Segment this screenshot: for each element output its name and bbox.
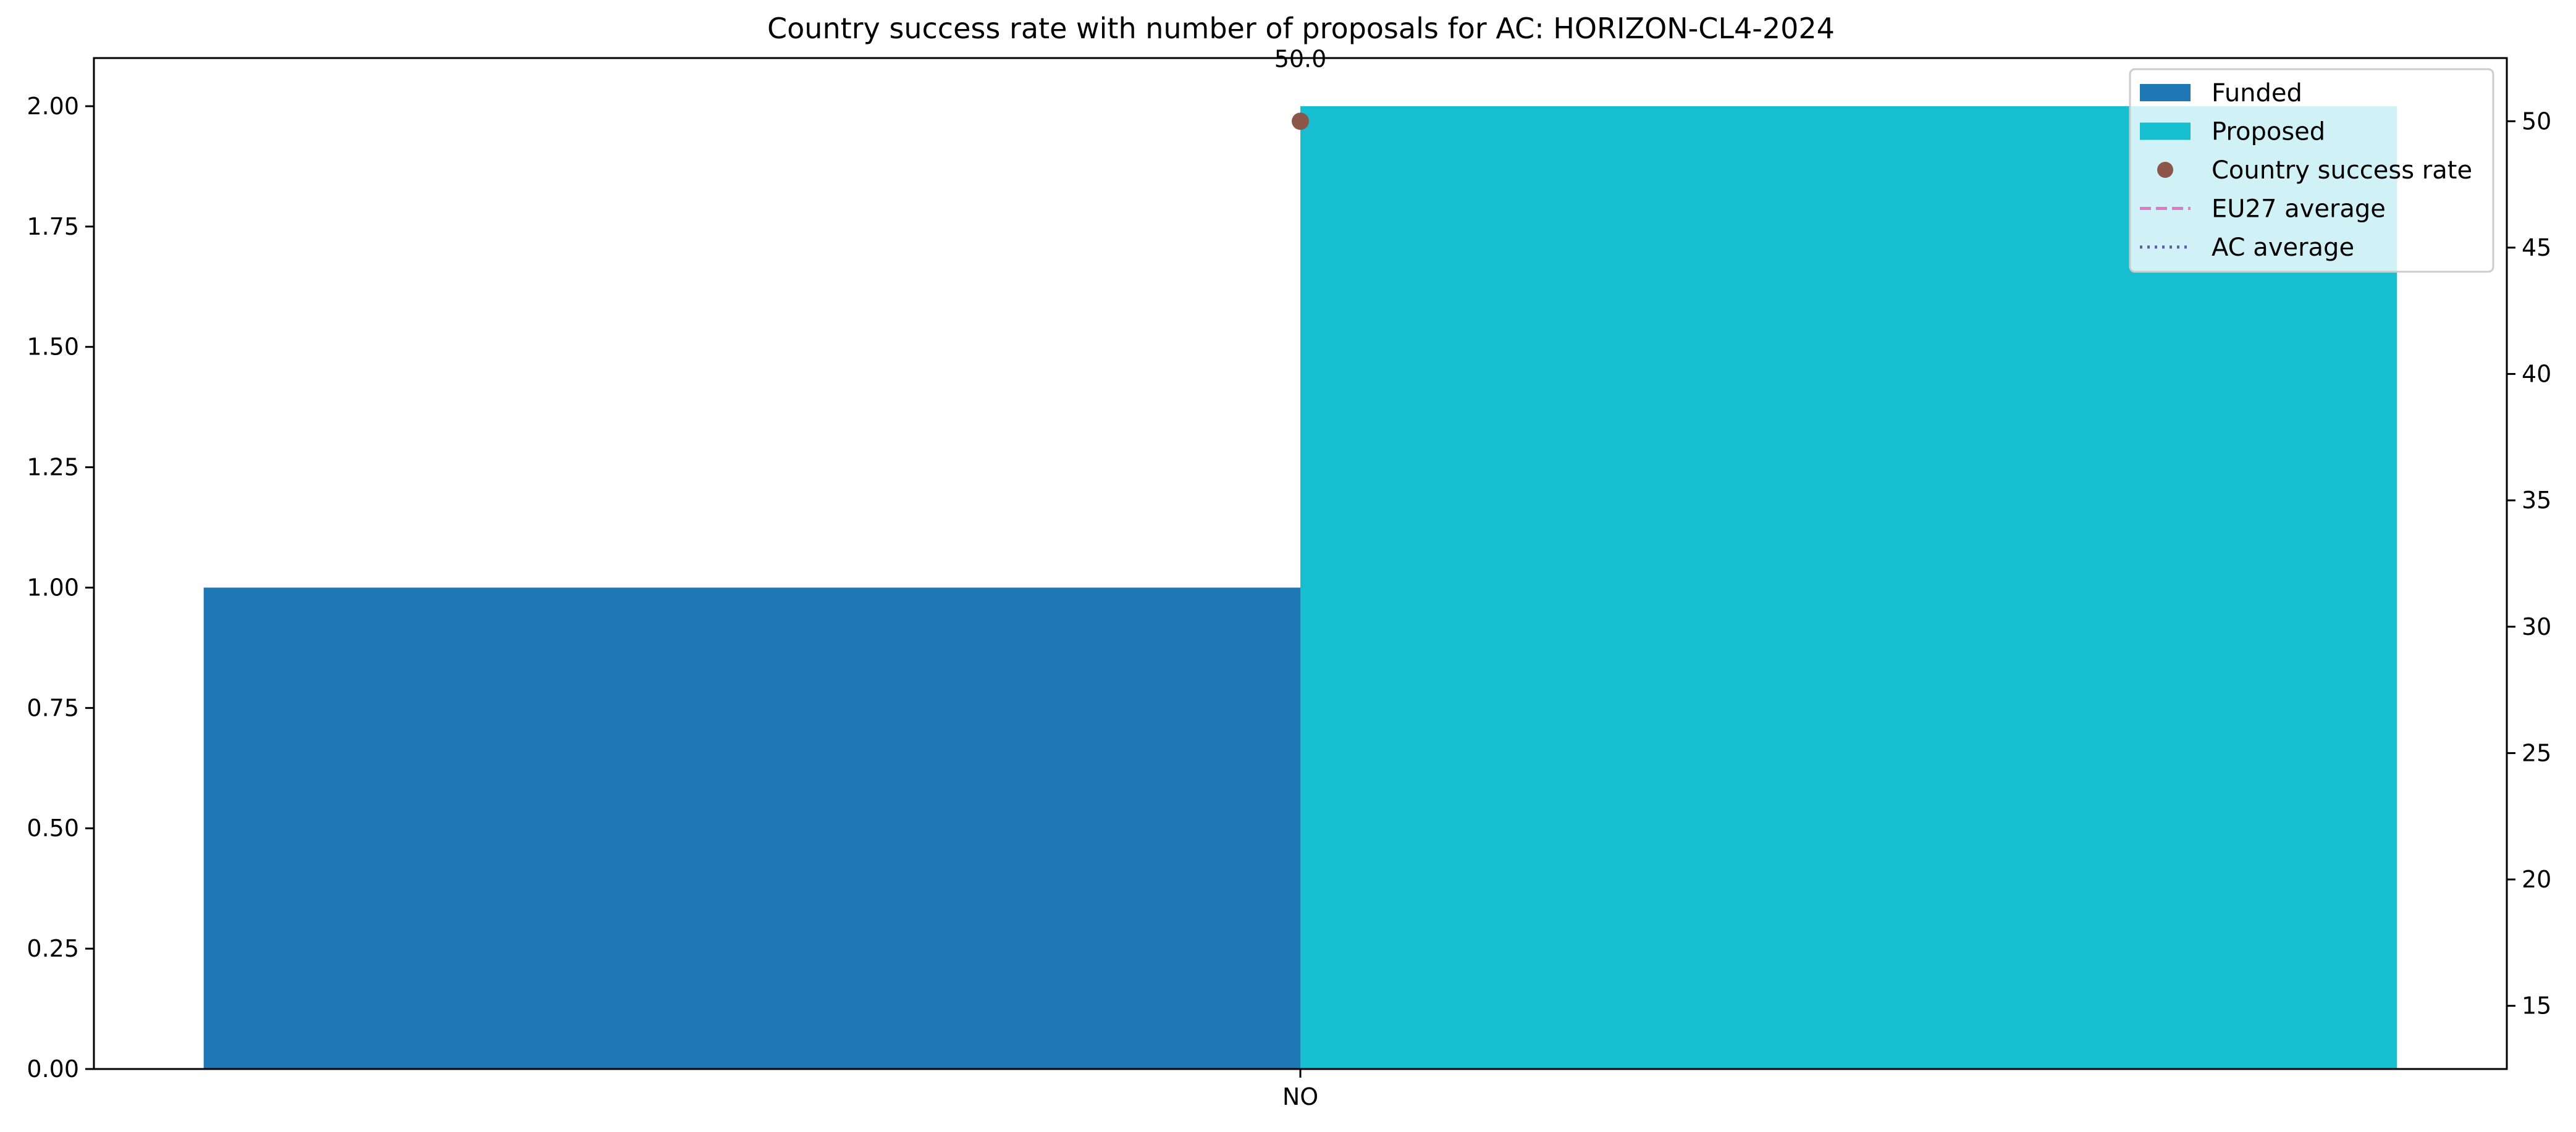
y2-tick-label: 50 [2522, 107, 2551, 135]
legend-label-funded: Funded [2212, 79, 2302, 107]
chart-title: Country success rate with number of prop… [767, 12, 1835, 45]
y-tick-label: 0.75 [27, 694, 79, 721]
plot-area: 50.0 [203, 45, 2397, 1069]
y-tick-label: 0.50 [27, 815, 79, 842]
x-tick-label: NO [1282, 1083, 1318, 1110]
y2-tick-label: 45 [2522, 234, 2551, 261]
y2-tick-label: 30 [2522, 613, 2551, 640]
legend-marker-country-success-rate [2157, 162, 2173, 178]
axes: 0.00 0.25 0.50 0.75 1.00 1.25 1.50 1.75 2.00 15 20… [27, 57, 2551, 1110]
legend-label-proposed: Proposed [2212, 118, 2325, 146]
y-tick-label: 1.50 [27, 333, 79, 361]
legend-label-ac-average: AC average [2212, 233, 2354, 262]
legend-swatch-proposed [2140, 122, 2191, 140]
y-tick-label: 2.00 [27, 93, 79, 120]
y-tick-label: 1.25 [27, 454, 79, 481]
y2-tick-label: 25 [2522, 739, 2551, 766]
legend: Funded Proposed Country success rate EU27 a… [2129, 68, 2494, 273]
y2-tick-label: 35 [2522, 487, 2551, 514]
y2-tick-label: 15 [2522, 992, 2551, 1020]
bar-funded-no [203, 587, 1300, 1069]
success-rate-point-no [1292, 112, 1309, 130]
y2-tick-label: 20 [2522, 866, 2551, 893]
y2-tick-label: 40 [2522, 361, 2551, 388]
legend-label-country-success-rate: Country success rate [2212, 156, 2472, 185]
legend-box [2129, 68, 2494, 273]
y-tick-label: 0.00 [27, 1055, 79, 1083]
legend-label-eu27-average: EU27 average [2212, 195, 2386, 224]
legend-swatch-funded [2140, 84, 2191, 101]
y-tick-label: 1.75 [27, 213, 79, 240]
y-tick-label: 1.00 [27, 574, 79, 601]
y-tick-label: 0.25 [27, 935, 79, 962]
